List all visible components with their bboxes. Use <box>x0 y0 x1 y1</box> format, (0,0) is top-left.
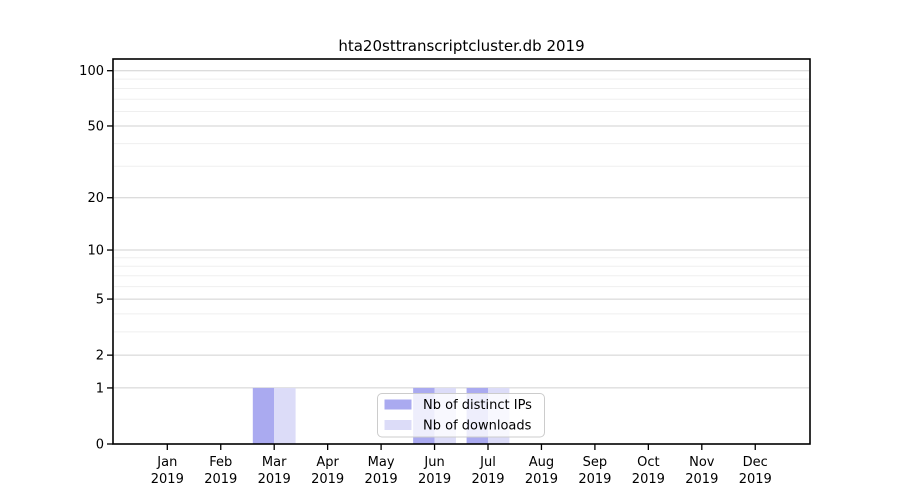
x-tick-label-month: Feb <box>209 455 232 470</box>
x-tick-label-year: 2019 <box>578 472 611 487</box>
y-tick-label: 1 <box>96 381 104 396</box>
y-tick-label: 10 <box>87 244 104 259</box>
x-tick-label-month: Oct <box>637 455 659 470</box>
x-tick-label-year: 2019 <box>258 472 291 487</box>
x-tick-label-month: Jan <box>156 455 177 470</box>
y-tick-label: 50 <box>87 119 104 134</box>
y-tick-label: 0 <box>96 438 104 453</box>
legend-label-distinct-ips: Nb of distinct IPs <box>423 398 532 413</box>
x-tick-label-year: 2019 <box>739 472 772 487</box>
bar-distinct-ips-mar <box>252 387 275 444</box>
x-tick-label-year: 2019 <box>471 472 504 487</box>
x-tick-label-month: Jul <box>479 455 496 470</box>
gridlines <box>114 70 809 389</box>
legend-label-downloads: Nb of downloads <box>423 419 532 434</box>
x-tick-label-year: 2019 <box>311 472 344 487</box>
x-tick-label-month: May <box>368 455 395 470</box>
legend: Nb of distinct IPs Nb of downloads <box>377 393 545 438</box>
x-tick-label-year: 2019 <box>365 472 398 487</box>
bar-downloads-mar <box>274 387 296 444</box>
legend-swatch-downloads <box>384 420 412 430</box>
chart-title: hta20sttranscriptcluster.db 2019 <box>338 37 584 55</box>
legend-swatch-distinct-ips <box>384 399 412 410</box>
x-tick-label-month: Dec <box>743 455 768 470</box>
x-tick-label-month: Sep <box>583 455 608 470</box>
y-tick-label: 2 <box>96 349 104 364</box>
y-tick-label: 5 <box>96 293 104 308</box>
x-tick-label-year: 2019 <box>151 472 184 487</box>
x-tick-label-year: 2019 <box>204 472 237 487</box>
x-tick-label-year: 2019 <box>418 472 451 487</box>
plot-area-border <box>112 58 811 445</box>
x-tick-label-month: Aug <box>529 455 554 470</box>
y-tick-label: 100 <box>79 64 104 79</box>
x-tick-label-year: 2019 <box>525 472 558 487</box>
legend-box <box>377 393 545 438</box>
x-axis: Jan 2019 Feb 2019 Mar 2019 Apr 2019 May 2019 Jun 20… <box>151 444 772 487</box>
x-tick-label-year: 2019 <box>632 472 665 487</box>
x-tick-label-month: Mar <box>262 455 287 470</box>
y-tick-label: 20 <box>87 191 104 206</box>
x-tick-label-year: 2019 <box>685 472 718 487</box>
x-tick-label-month: Apr <box>316 455 339 470</box>
x-tick-label-month: Jun <box>423 455 444 470</box>
x-tick-label-month: Nov <box>689 455 715 470</box>
